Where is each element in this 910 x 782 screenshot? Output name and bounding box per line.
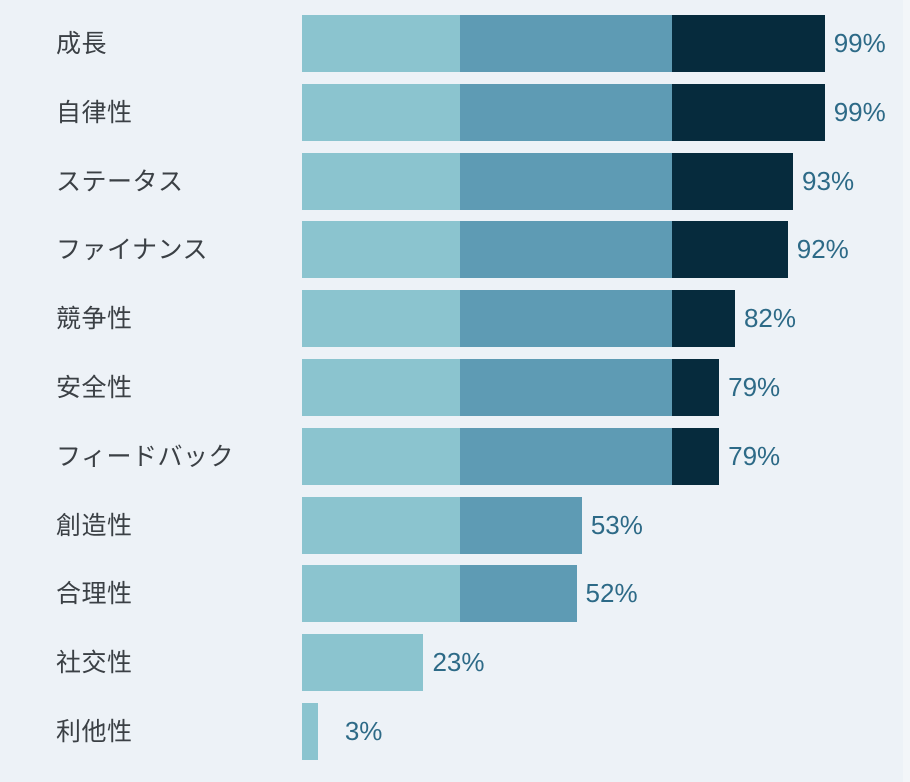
bar-segment bbox=[302, 428, 461, 485]
category-label: フィードバック bbox=[56, 442, 235, 471]
bar-segment bbox=[460, 221, 672, 278]
bar bbox=[302, 565, 577, 622]
value-label: 79% bbox=[728, 441, 781, 471]
bar-segment bbox=[460, 15, 672, 72]
value-label: 23% bbox=[432, 647, 485, 677]
bar-segment bbox=[302, 703, 318, 760]
bar bbox=[302, 221, 788, 278]
chart-row: ファイナンス 92% bbox=[0, 221, 903, 278]
value-label: 53% bbox=[590, 510, 643, 540]
category-label: 自律性 bbox=[56, 98, 133, 127]
bar bbox=[302, 497, 582, 554]
chart-row: 自律性 99% bbox=[0, 84, 903, 141]
chart-row: 創造性 53% bbox=[0, 497, 903, 554]
category-label: 利他性 bbox=[56, 717, 133, 746]
bar bbox=[302, 15, 825, 72]
bar-segment bbox=[671, 428, 720, 485]
right-edge-strip bbox=[903, 0, 910, 782]
category-label: ファイナンス bbox=[56, 235, 209, 264]
bar-segment bbox=[671, 15, 825, 72]
category-label: 合理性 bbox=[56, 579, 133, 608]
category-label: ステータス bbox=[56, 167, 184, 196]
bar-segment bbox=[671, 84, 825, 141]
bar-segment bbox=[460, 290, 672, 347]
value-label: 93% bbox=[802, 166, 855, 196]
bar-segment bbox=[302, 290, 461, 347]
bar bbox=[302, 634, 424, 691]
value-label: 99% bbox=[833, 97, 886, 127]
bar-segment bbox=[671, 359, 720, 416]
chart-row: ステータス 93% bbox=[0, 153, 903, 210]
value-label: 52% bbox=[585, 578, 638, 608]
bar-segment bbox=[671, 290, 735, 347]
bar-segment bbox=[302, 565, 461, 622]
bar-segment bbox=[671, 153, 794, 210]
value-label: 79% bbox=[728, 372, 781, 402]
category-label: 競争性 bbox=[56, 304, 133, 333]
category-label: 社交性 bbox=[56, 648, 133, 677]
category-label: 創造性 bbox=[56, 511, 133, 540]
chart-row: 競争性 82% bbox=[0, 290, 903, 347]
bar-segment bbox=[460, 428, 672, 485]
bar-segment bbox=[302, 497, 461, 554]
bar-segment bbox=[460, 497, 582, 554]
bar-segment bbox=[460, 84, 672, 141]
bar-segment bbox=[302, 221, 461, 278]
chart-row: 成長 99% bbox=[0, 15, 903, 72]
bar-segment bbox=[460, 359, 672, 416]
bar bbox=[302, 428, 720, 485]
bar-segment bbox=[460, 565, 577, 622]
value-label: 92% bbox=[796, 234, 849, 264]
bar bbox=[302, 290, 735, 347]
value-label: 82% bbox=[743, 303, 796, 333]
bar bbox=[302, 153, 794, 210]
bar-segment bbox=[302, 84, 461, 141]
bar bbox=[302, 703, 318, 760]
chart-row: 合理性 52% bbox=[0, 565, 903, 622]
bar bbox=[302, 84, 825, 141]
chart-row: 社交性 23% bbox=[0, 634, 903, 691]
bar bbox=[302, 359, 720, 416]
category-label: 成長 bbox=[56, 29, 108, 58]
chart-row: 利他性 3% bbox=[0, 703, 903, 760]
bar-segment bbox=[302, 634, 424, 691]
bar-segment bbox=[302, 15, 461, 72]
chart-row: 安全性 79% bbox=[0, 359, 903, 416]
bar-segment bbox=[302, 359, 461, 416]
bar-segment bbox=[671, 221, 788, 278]
value-label: 99% bbox=[833, 28, 886, 58]
value-label: 3% bbox=[344, 716, 383, 746]
bar-segment bbox=[460, 153, 672, 210]
bar-segment bbox=[302, 153, 461, 210]
category-label: 安全性 bbox=[56, 373, 133, 402]
chart-row: フィードバック 79% bbox=[0, 428, 903, 485]
